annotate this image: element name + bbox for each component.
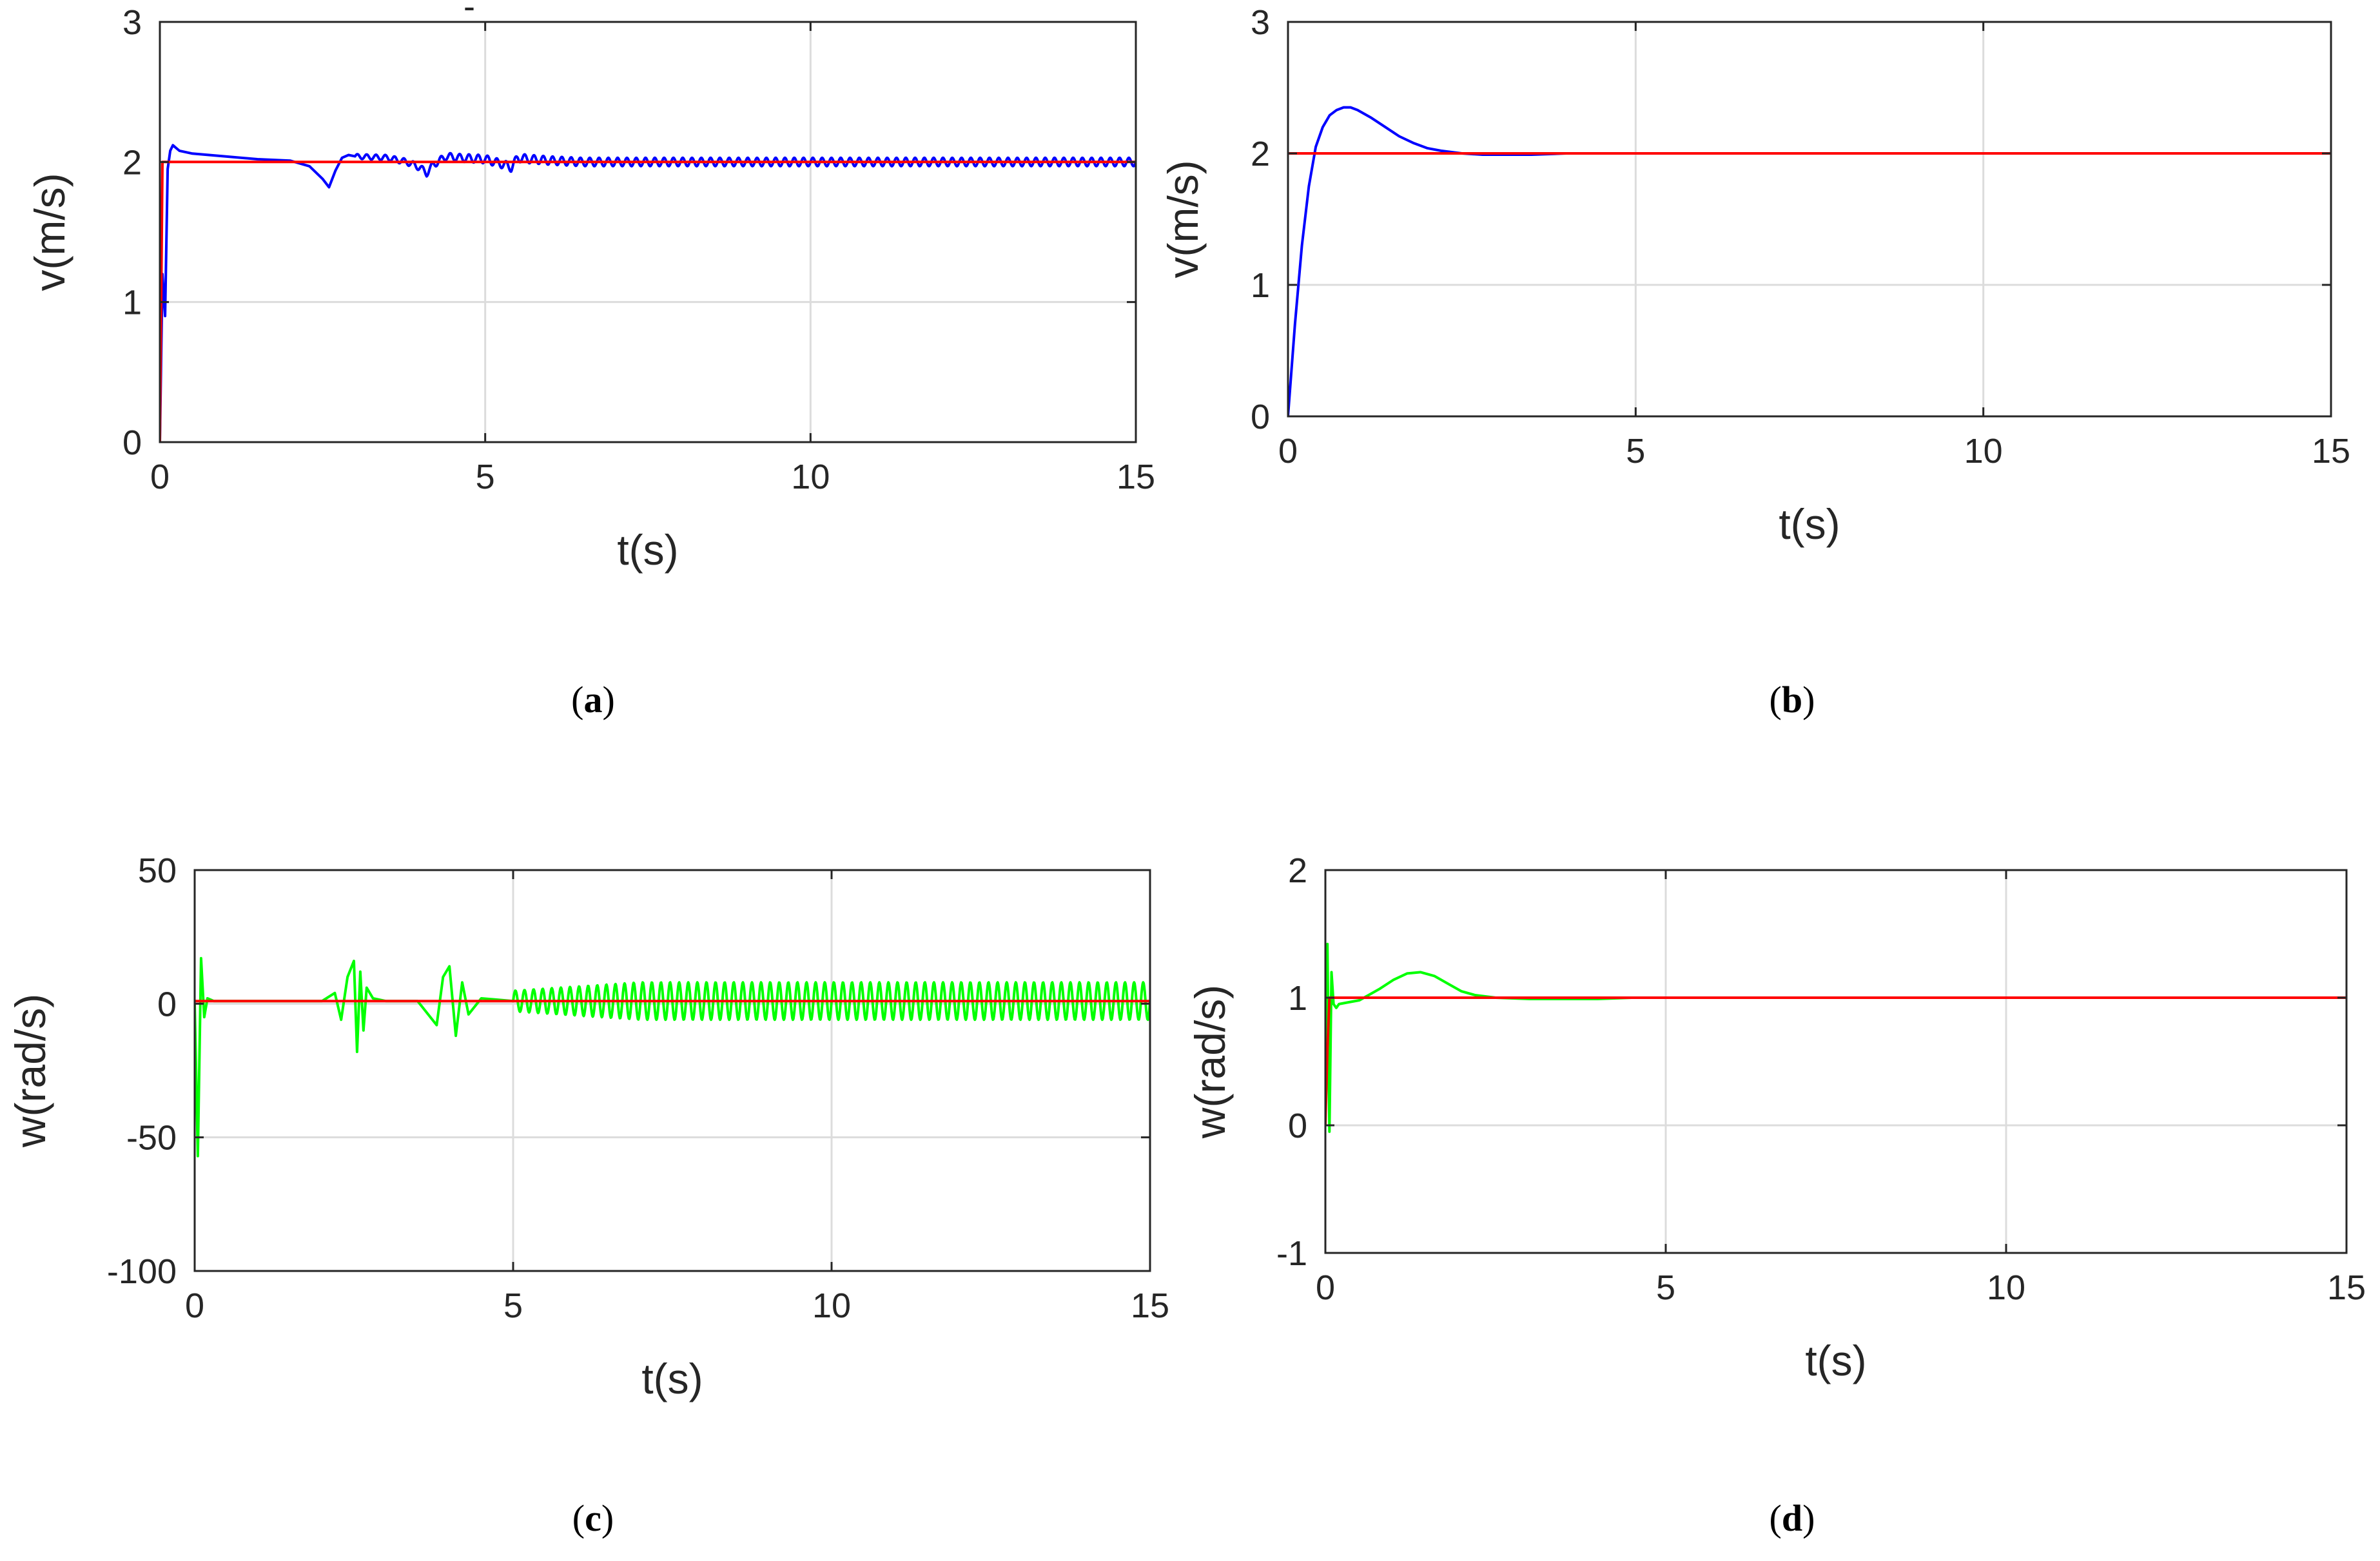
y-tick-label: 50 xyxy=(138,851,177,890)
panel-caption: (b) xyxy=(1770,679,1815,721)
y-axis-label: w(rad/s) xyxy=(6,994,54,1148)
y-tick-label: 3 xyxy=(122,3,142,42)
panel-caption: (c) xyxy=(572,1497,614,1539)
x-tick-label: 5 xyxy=(476,458,495,496)
y-tick-label: -1 xyxy=(1276,1234,1307,1273)
x-axis-label: t(s) xyxy=(641,1355,703,1402)
x-axis-label: t(s) xyxy=(1779,500,1840,548)
plot-frame xyxy=(193,869,1151,1272)
x-tick-label: 15 xyxy=(2327,1268,2366,1307)
y-tick-label: 2 xyxy=(1251,135,1270,173)
y-tick-label: 1 xyxy=(1251,266,1270,305)
y-tick-label: 0 xyxy=(1288,1107,1307,1145)
x-tick-label: 10 xyxy=(1987,1268,2025,1307)
y-tick-label: 3 xyxy=(1251,3,1270,42)
top-mark: - xyxy=(463,0,475,26)
series-response xyxy=(195,956,1150,1158)
x-tick-label: 15 xyxy=(2312,432,2350,470)
y-tick-label: 1 xyxy=(1288,979,1307,1018)
x-tick-label: 15 xyxy=(1117,458,1155,496)
plot-frame xyxy=(1287,21,2332,418)
x-tick-label: 0 xyxy=(185,1286,204,1325)
chart-panel-a: 0 5 10 15 0 1 2 3 t(s) v(m/s) - (a) xyxy=(26,0,1155,721)
y-tick-label: -50 xyxy=(126,1119,177,1158)
series-group xyxy=(1325,942,2346,1133)
chart-panel-c: 0 5 10 15 -100 -50 0 50 t(s) w(rad/s) (c) xyxy=(6,851,1169,1539)
series-response xyxy=(160,144,1136,442)
x-tick-label: 0 xyxy=(1316,1268,1335,1307)
x-tick-label: 15 xyxy=(1131,1286,1169,1325)
y-tick-label: 0 xyxy=(157,985,177,1023)
x-tick-label: 0 xyxy=(150,458,170,496)
series-response xyxy=(1325,942,2346,1133)
plot-frame xyxy=(159,21,1137,443)
x-tick-label: 10 xyxy=(812,1286,851,1325)
y-axis-label: v(m/s) xyxy=(26,173,73,291)
x-axis-label: t(s) xyxy=(617,526,678,574)
y-tick-label: 0 xyxy=(122,423,142,462)
panel-caption: (a) xyxy=(571,679,615,721)
series-reference xyxy=(1325,996,2346,1126)
plot-frame xyxy=(1324,869,2348,1254)
x-tick-label: 10 xyxy=(791,458,830,496)
x-tick-label: 10 xyxy=(1964,432,2003,470)
chart-panel-b: 0 5 10 15 0 1 2 3 t(s) v(m/s) (b) xyxy=(1159,3,2350,721)
y-tick-label: -100 xyxy=(107,1252,177,1291)
y-tick-label: 2 xyxy=(1288,851,1307,890)
panel-caption: (d) xyxy=(1770,1497,1815,1539)
y-axis-label: v(m/s) xyxy=(1159,160,1207,278)
x-axis-label: t(s) xyxy=(1805,1337,1866,1384)
y-tick-label: 0 xyxy=(1251,398,1270,436)
series-group xyxy=(1288,106,2331,416)
series-group xyxy=(195,956,1150,1158)
y-axis-label: w(rad/s) xyxy=(1186,985,1234,1139)
x-tick-label: 0 xyxy=(1278,432,1298,470)
x-tick-label: 5 xyxy=(1626,432,1645,470)
x-tick-label: 5 xyxy=(503,1286,523,1325)
x-tick-label: 5 xyxy=(1656,1268,1675,1307)
y-tick-label: 2 xyxy=(122,143,142,182)
y-tick-label: 1 xyxy=(122,284,142,322)
series-group xyxy=(160,144,1136,442)
